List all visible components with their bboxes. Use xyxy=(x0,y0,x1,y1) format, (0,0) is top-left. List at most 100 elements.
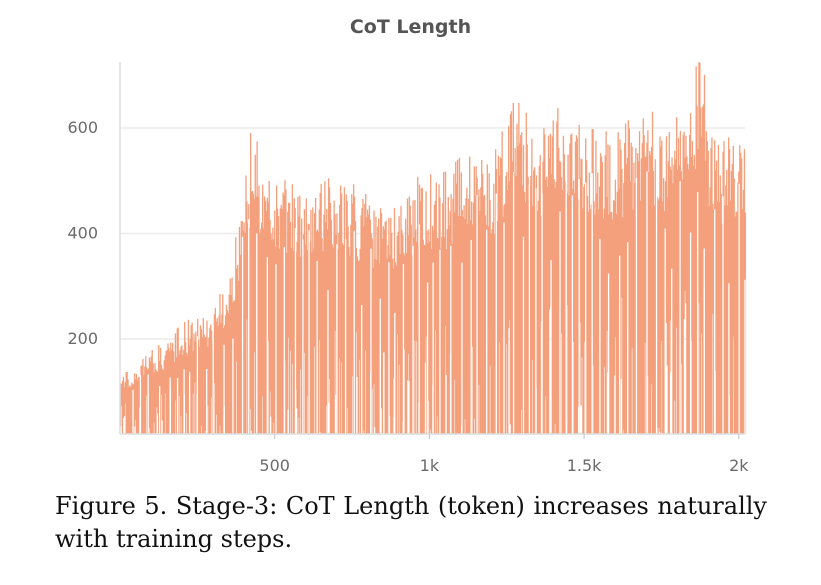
series-bar xyxy=(709,187,711,434)
series-bar xyxy=(546,186,549,434)
series-bar xyxy=(193,333,195,434)
series-bar xyxy=(638,131,641,435)
series-bar xyxy=(301,218,303,434)
series-gap xyxy=(571,195,574,434)
series-bar xyxy=(612,200,615,434)
series-bar xyxy=(653,205,656,434)
series-bar xyxy=(225,305,228,434)
series-bar xyxy=(520,132,523,410)
series-gap xyxy=(418,224,420,434)
series-bar xyxy=(335,234,337,395)
series-bar xyxy=(562,135,565,434)
series-bar xyxy=(625,164,628,434)
series-gap xyxy=(353,230,355,434)
series-bar xyxy=(685,135,687,304)
series-bar xyxy=(210,330,213,398)
series-bar xyxy=(121,380,124,434)
series-bar xyxy=(357,260,359,434)
series-bar xyxy=(727,205,729,434)
series-bar xyxy=(263,196,266,434)
series-bar xyxy=(644,157,646,343)
series-bar xyxy=(239,255,242,434)
series-gap xyxy=(619,255,621,434)
series-bar xyxy=(363,226,365,431)
series-bar xyxy=(585,160,588,435)
series-bar xyxy=(376,259,378,434)
series-gap xyxy=(689,232,692,434)
series-bar xyxy=(650,146,653,385)
series-bar xyxy=(235,237,237,434)
series-bar xyxy=(660,146,662,434)
series-gap xyxy=(591,173,593,435)
series-bar xyxy=(581,159,583,358)
series-bar xyxy=(456,183,458,434)
series-bar xyxy=(236,268,238,362)
series-bar xyxy=(424,244,426,363)
series-bar xyxy=(555,182,557,434)
series-bar xyxy=(444,171,447,326)
series-bar xyxy=(145,356,147,434)
series-bar xyxy=(703,74,706,288)
series-bar xyxy=(733,178,735,434)
series-bar xyxy=(210,324,212,434)
series-bar xyxy=(707,150,709,435)
series-bar xyxy=(546,176,548,434)
series-bar xyxy=(576,138,579,434)
series-bar xyxy=(161,369,164,421)
series-bar xyxy=(413,237,415,434)
series-bar xyxy=(601,162,604,434)
series-bar xyxy=(680,171,682,364)
series-bar xyxy=(430,249,433,434)
series-bar xyxy=(533,170,535,434)
series-bar xyxy=(472,202,475,434)
series-bar xyxy=(532,205,534,361)
series-bar xyxy=(398,216,400,365)
series-bar xyxy=(631,146,633,349)
series-bar xyxy=(633,162,635,434)
series-gap xyxy=(275,264,277,434)
series-bar xyxy=(574,141,577,434)
series-gap xyxy=(176,377,179,434)
series-gap xyxy=(432,262,434,434)
series-bar xyxy=(352,203,354,377)
series-bar xyxy=(148,357,151,428)
series-bar xyxy=(372,267,374,434)
series-bar xyxy=(632,209,634,434)
series-bar xyxy=(367,214,370,434)
series-bar xyxy=(326,209,328,406)
series-bar xyxy=(128,386,130,434)
series-bar xyxy=(499,157,501,434)
series-bar xyxy=(547,135,550,434)
series-bar xyxy=(199,325,202,434)
series-bar xyxy=(404,218,407,434)
series-bar xyxy=(414,200,416,341)
series-bar xyxy=(433,204,436,434)
series-bar xyxy=(600,156,603,434)
series-bar xyxy=(379,208,382,344)
series-bar xyxy=(726,169,728,434)
series-gap xyxy=(402,264,405,434)
series-bar xyxy=(586,196,589,434)
series-bar xyxy=(454,212,456,380)
series-bar xyxy=(244,232,246,434)
series-bar xyxy=(480,187,482,434)
series-bar xyxy=(442,203,444,434)
series-bar xyxy=(264,200,267,434)
series-bar xyxy=(257,196,259,434)
series-gap xyxy=(528,184,531,434)
series-bar xyxy=(274,210,276,434)
series-bar xyxy=(516,123,518,435)
series-bar xyxy=(253,198,255,353)
series-bar xyxy=(153,372,155,423)
series-bar xyxy=(190,325,192,434)
series-bar xyxy=(637,161,640,434)
series-bar xyxy=(330,219,333,434)
series-bar xyxy=(289,221,292,351)
series-bar xyxy=(154,363,156,434)
series-bar xyxy=(271,239,273,434)
series-bar xyxy=(250,191,253,431)
series-bar xyxy=(530,175,532,434)
series-bar xyxy=(623,183,625,430)
series-bar xyxy=(501,131,503,434)
series-bar xyxy=(268,181,270,434)
